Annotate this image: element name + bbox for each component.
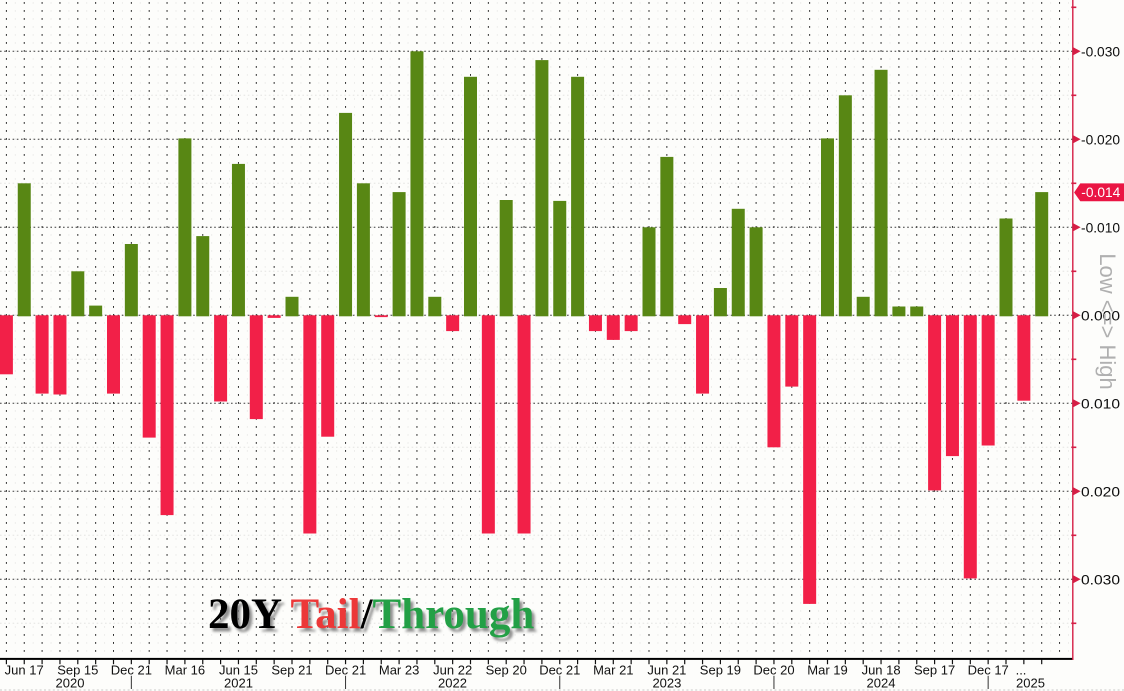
svg-text:Sep 15: Sep 15 — [57, 663, 98, 678]
svg-text:Mar 16: Mar 16 — [165, 663, 205, 678]
svg-text:Jun 17: Jun 17 — [5, 663, 44, 678]
svg-text:Mar 19: Mar 19 — [807, 663, 847, 678]
svg-text:2022: 2022 — [438, 676, 467, 691]
svg-text:Dec 21: Dec 21 — [539, 663, 580, 678]
svg-text:...: ... — [1016, 663, 1027, 678]
svg-text:2025: 2025 — [1016, 676, 1045, 691]
svg-text:0.020: 0.020 — [1081, 484, 1120, 500]
svg-text:Jun 22: Jun 22 — [433, 663, 472, 678]
svg-text:Sep 21: Sep 21 — [271, 663, 312, 678]
svg-text:20Y Tail/Through: 20Y Tail/Through — [208, 591, 534, 638]
svg-text:-0.014: -0.014 — [1081, 185, 1120, 201]
svg-text:Sep 17: Sep 17 — [914, 663, 955, 678]
svg-text:Sep 20: Sep 20 — [486, 663, 527, 678]
svg-text:2023: 2023 — [652, 676, 681, 691]
svg-text:Jun 18: Jun 18 — [862, 663, 901, 678]
svg-text:Low <=> High: Low <=> High — [1095, 253, 1120, 389]
svg-text:0.000: 0.000 — [1081, 308, 1120, 324]
svg-text:Dec 21: Dec 21 — [111, 663, 152, 678]
svg-text:-0.020: -0.020 — [1081, 132, 1120, 148]
svg-text:0.030: 0.030 — [1081, 572, 1120, 588]
svg-text:2020: 2020 — [56, 676, 85, 691]
svg-text:Mar 21: Mar 21 — [593, 663, 633, 678]
svg-text:Jun 15: Jun 15 — [219, 663, 258, 678]
svg-text:2024: 2024 — [867, 676, 896, 691]
svg-text:Mar 23: Mar 23 — [379, 663, 419, 678]
svg-text:Dec 21: Dec 21 — [325, 663, 366, 678]
svg-text:0.010: 0.010 — [1081, 396, 1120, 412]
svg-text:2021: 2021 — [224, 676, 253, 691]
svg-text:Dec 20: Dec 20 — [753, 663, 794, 678]
svg-text:-0.010: -0.010 — [1081, 220, 1120, 236]
svg-text:Jun 21: Jun 21 — [647, 663, 686, 678]
svg-text:Dec 17: Dec 17 — [968, 663, 1009, 678]
svg-text:Sep 19: Sep 19 — [700, 663, 741, 678]
svg-text:-0.030: -0.030 — [1081, 44, 1120, 60]
